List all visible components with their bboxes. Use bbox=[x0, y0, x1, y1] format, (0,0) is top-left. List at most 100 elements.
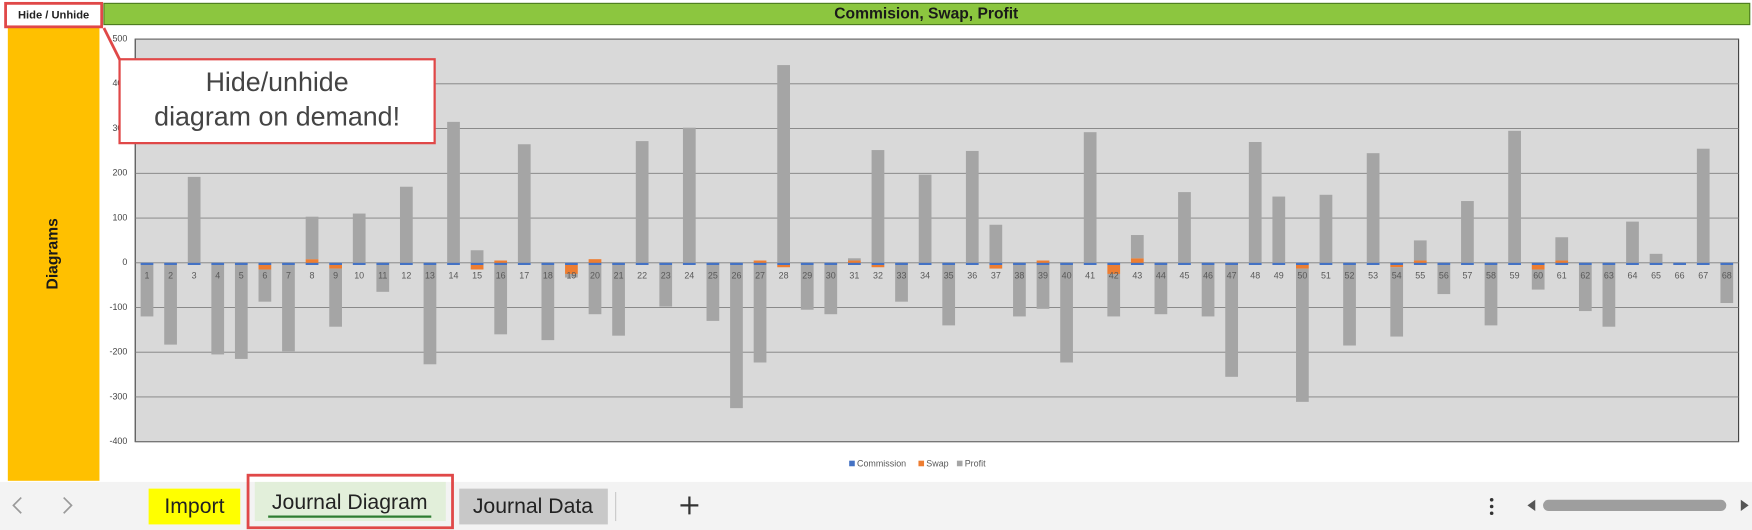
hide-unhide-button[interactable] bbox=[4, 1, 104, 29]
bar-segment bbox=[753, 260, 767, 263]
bar-segment bbox=[1225, 262, 1239, 265]
callout-text: diagram on demand! bbox=[154, 102, 400, 132]
dot[interactable] bbox=[1489, 504, 1494, 509]
x-tick-label: 44 bbox=[1156, 271, 1166, 281]
bar-segment bbox=[1390, 267, 1404, 337]
bar-segment bbox=[1555, 260, 1569, 263]
tab[interactable] bbox=[459, 488, 608, 525]
bar-segment bbox=[1154, 265, 1168, 315]
prev-sheet-arrow[interactable] bbox=[12, 496, 22, 514]
x-tick-label: 56 bbox=[1439, 271, 1449, 281]
bar-segment bbox=[1272, 262, 1286, 265]
x-tick-label: 48 bbox=[1250, 271, 1260, 281]
bar-segment bbox=[1201, 265, 1215, 317]
callout-pointer bbox=[102, 27, 122, 63]
x-tick-label: 9 bbox=[333, 271, 338, 281]
bar-segment bbox=[942, 262, 956, 265]
scroll-left[interactable] bbox=[1527, 499, 1536, 511]
bar-segment bbox=[541, 265, 555, 341]
bar-segment bbox=[1437, 262, 1451, 265]
bar-segment bbox=[399, 186, 413, 263]
bar-segment bbox=[588, 262, 602, 265]
bar-segment bbox=[1060, 262, 1073, 265]
bar-segment bbox=[1720, 265, 1734, 304]
x-tick-label: 57 bbox=[1462, 271, 1472, 281]
x-tick-label: 60 bbox=[1533, 271, 1543, 281]
bar-segment bbox=[1272, 196, 1286, 263]
bar-segment bbox=[1130, 235, 1144, 259]
tab-label[interactable]: Journal Diagram bbox=[272, 491, 428, 514]
legend-label: Commission bbox=[857, 458, 906, 468]
bar-segment bbox=[1036, 265, 1050, 309]
bar-segment bbox=[965, 262, 979, 265]
bar-segment bbox=[234, 265, 248, 359]
bar-segment bbox=[470, 250, 484, 263]
button-label[interactable]: Hide / Unhide bbox=[18, 10, 89, 22]
bar-segment bbox=[1484, 265, 1498, 326]
bar-segment bbox=[1225, 265, 1239, 377]
x-tick-label: 25 bbox=[708, 271, 718, 281]
x-tick-label: 36 bbox=[967, 271, 977, 281]
bar-segment bbox=[612, 262, 625, 265]
next-sheet-arrow[interactable] bbox=[63, 496, 73, 514]
more-menu[interactable] bbox=[1489, 498, 1494, 516]
x-tick-label: 22 bbox=[637, 271, 647, 281]
bar-segment bbox=[753, 262, 767, 265]
x-tick-label: 43 bbox=[1132, 271, 1142, 281]
bar-segment bbox=[1296, 262, 1309, 265]
bar-segment bbox=[565, 262, 578, 265]
bar-segment bbox=[989, 262, 1003, 265]
bar-segment bbox=[1555, 237, 1569, 261]
scrollbar-thumb[interactable] bbox=[1543, 499, 1727, 511]
x-tick-label: 19 bbox=[566, 271, 576, 281]
tab-highlight bbox=[246, 473, 454, 530]
x-tick-label: 34 bbox=[920, 271, 930, 281]
x-tick-label: 41 bbox=[1085, 271, 1095, 281]
tab-label[interactable]: Journal Data bbox=[473, 495, 593, 518]
bar-segment bbox=[682, 262, 696, 265]
tab[interactable] bbox=[148, 488, 241, 525]
bar-segment bbox=[1296, 265, 1309, 269]
dot[interactable] bbox=[1489, 498, 1494, 502]
x-tick-label: 62 bbox=[1580, 271, 1590, 281]
bar-segment bbox=[423, 262, 437, 265]
scroll-right[interactable] bbox=[1740, 499, 1749, 511]
bar-segment bbox=[1413, 262, 1427, 265]
bar-segment bbox=[635, 141, 649, 263]
bar-segment bbox=[1296, 268, 1309, 402]
x-tick-label: 68 bbox=[1722, 271, 1732, 281]
x-tick-label: 30 bbox=[826, 271, 836, 281]
bar-segment bbox=[187, 176, 201, 263]
y-tick-label: -100 bbox=[109, 302, 127, 312]
bar-segment bbox=[1083, 132, 1097, 263]
x-tick-label: 12 bbox=[401, 271, 411, 281]
legend-swatch bbox=[849, 460, 855, 467]
x-tick-label: 37 bbox=[991, 271, 1001, 281]
x-tick-label: 40 bbox=[1062, 271, 1072, 281]
bar-segment bbox=[258, 269, 272, 302]
x-tick-label: 58 bbox=[1486, 271, 1496, 281]
bar-segment bbox=[1366, 262, 1380, 265]
dot[interactable] bbox=[1489, 511, 1494, 516]
bar-segment bbox=[871, 150, 885, 263]
bar-segment bbox=[588, 259, 602, 263]
sidebar-label: Diagrams bbox=[45, 218, 62, 290]
bar-segment bbox=[211, 265, 225, 355]
tab-label[interactable]: Import bbox=[164, 495, 224, 518]
legend-swatch bbox=[956, 460, 963, 467]
bar-segment bbox=[352, 262, 366, 265]
bar-segment bbox=[942, 265, 956, 326]
bar-segment bbox=[376, 265, 390, 292]
x-tick-label: 38 bbox=[1014, 271, 1024, 281]
bar-segment bbox=[635, 262, 649, 265]
tab[interactable] bbox=[254, 481, 446, 522]
x-tick-label: 20 bbox=[590, 271, 600, 281]
bar-segment bbox=[800, 262, 814, 265]
bar-segment bbox=[329, 262, 342, 265]
add-sheet-button[interactable] bbox=[680, 496, 699, 515]
x-tick-label: 3 bbox=[192, 271, 197, 281]
y-tick-label: 500 bbox=[112, 33, 127, 43]
bar-segment bbox=[258, 262, 272, 265]
